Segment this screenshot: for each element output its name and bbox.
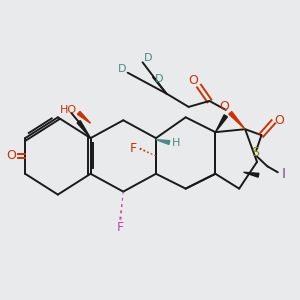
Polygon shape <box>215 115 227 132</box>
Text: S: S <box>251 146 260 160</box>
Text: H: H <box>172 138 180 148</box>
Text: D: D <box>144 53 152 63</box>
Text: O: O <box>219 100 229 113</box>
Polygon shape <box>156 140 170 145</box>
Polygon shape <box>229 112 245 129</box>
Text: O: O <box>188 74 198 87</box>
Polygon shape <box>77 121 91 138</box>
Polygon shape <box>77 111 91 123</box>
Text: HO: HO <box>60 105 77 115</box>
Text: F: F <box>130 142 137 155</box>
Text: O: O <box>274 114 284 127</box>
Text: D: D <box>118 64 126 74</box>
Text: D: D <box>155 74 163 84</box>
Text: I: I <box>282 167 286 181</box>
Text: O: O <box>6 149 16 162</box>
Text: F: F <box>117 221 124 234</box>
Polygon shape <box>244 172 259 177</box>
